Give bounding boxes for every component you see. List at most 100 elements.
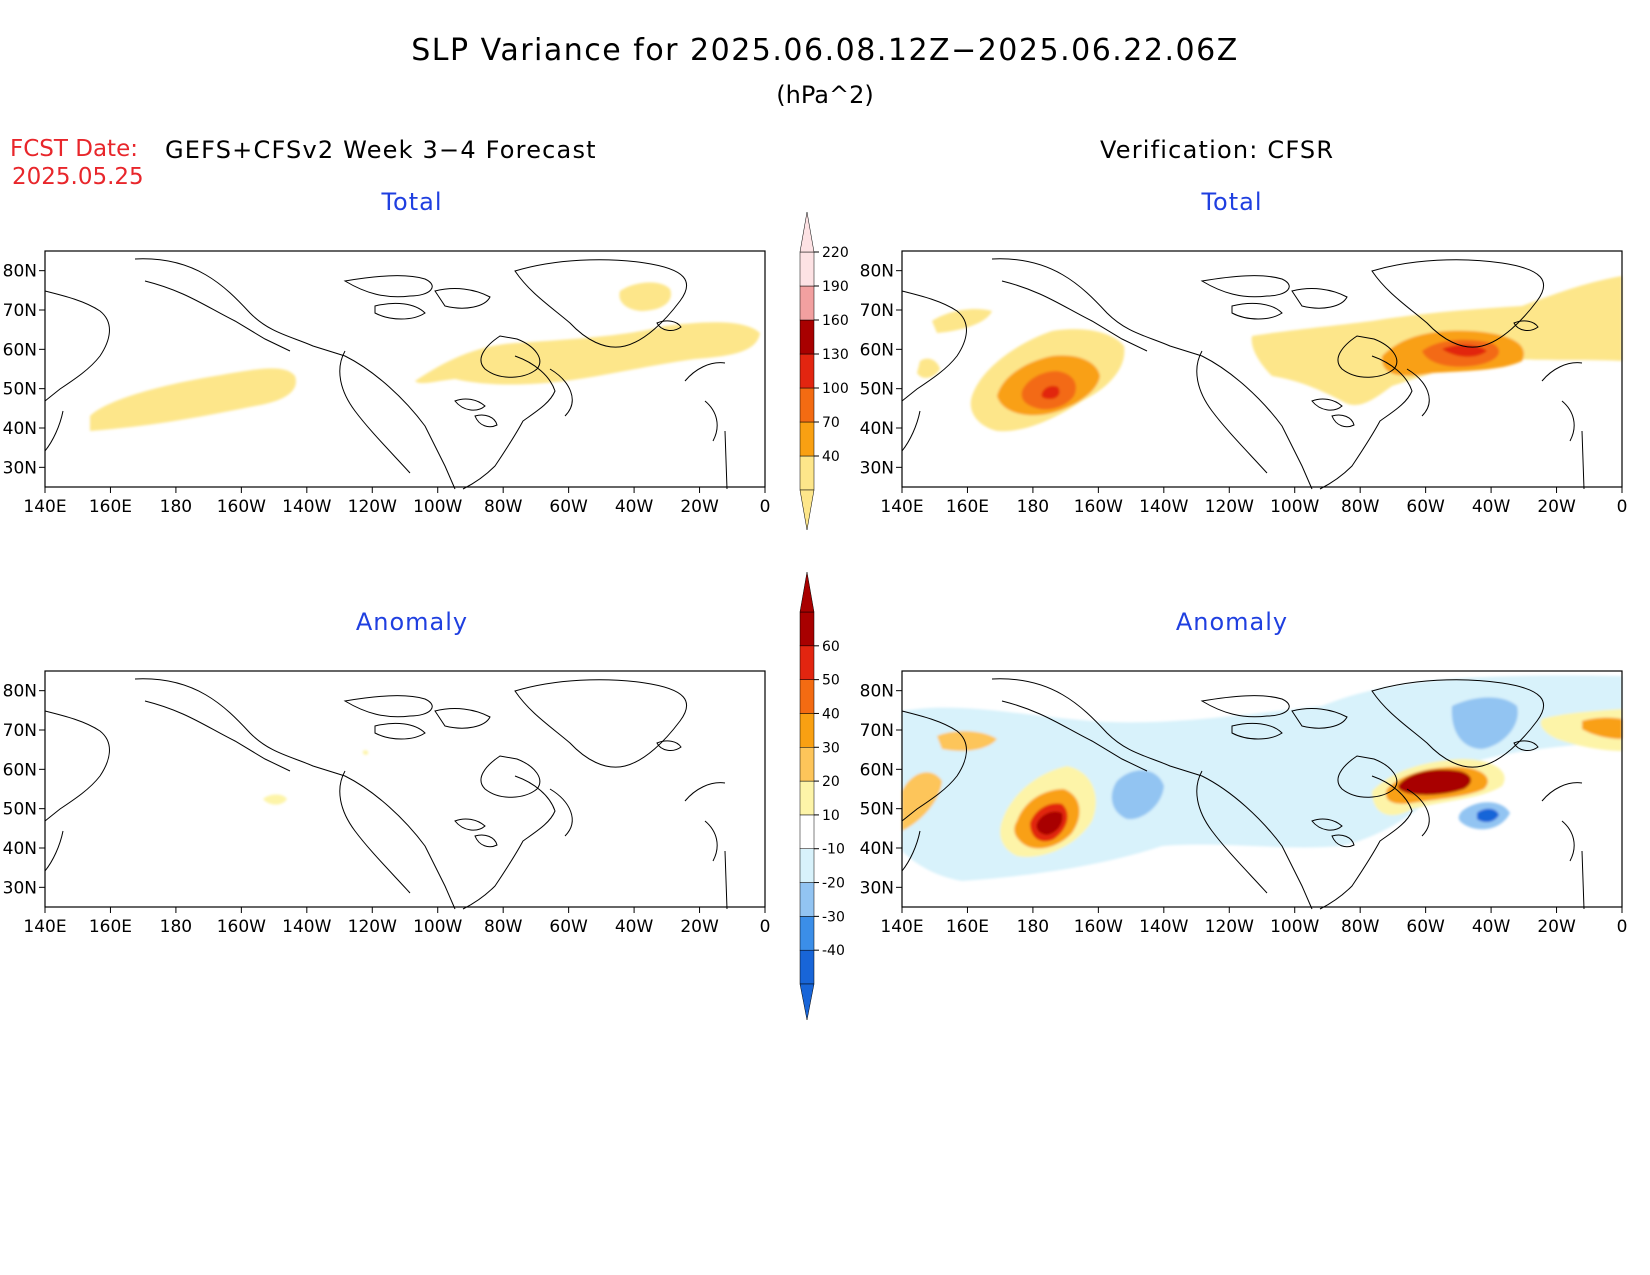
verif-anomaly-blue-gulf-alaska xyxy=(1111,770,1164,820)
colorbar-top-arrow xyxy=(799,571,815,613)
lon-tick-label: 140E xyxy=(880,917,923,937)
lon-tick-label: 160E xyxy=(89,497,132,517)
lon-tick-label: 40W xyxy=(1472,497,1511,517)
verif-total-okhotsk-region xyxy=(932,309,992,333)
colorbar-swatch xyxy=(799,814,815,849)
lon-tick-label: 160W xyxy=(1074,917,1123,937)
lon-tick-label: 20W xyxy=(1537,917,1576,937)
colorbar-tick-label: 20 xyxy=(822,774,840,790)
verif-anomaly-yellow-okhotsk xyxy=(937,731,997,751)
verif-total-pacific-peak xyxy=(1041,385,1060,399)
verif-anomaly-blue-north-atlantic xyxy=(1451,697,1518,749)
lon-tick-label: 60W xyxy=(1406,917,1445,937)
colorbar-swatch xyxy=(799,611,815,647)
lat-tick-label: 40N xyxy=(860,839,894,859)
lon-tick-label: 100W xyxy=(413,497,462,517)
lon-tick-label: 20W xyxy=(1537,497,1576,517)
fcst-total-pacific-region xyxy=(90,368,296,431)
colorbar-tick-label: -40 xyxy=(822,943,845,959)
lat-tick-label: 60N xyxy=(860,340,894,360)
lat-tick-label: 60N xyxy=(3,340,37,360)
lat-tick-label: 70N xyxy=(860,301,894,321)
verif-anomaly-darkred-pacific xyxy=(1036,811,1063,835)
lon-tick-label: 180 xyxy=(160,497,192,517)
colorbar-tick-label: 10 xyxy=(822,808,840,824)
map-panel-fcst-anomaly xyxy=(44,670,766,910)
lat-tick-label: 30N xyxy=(860,458,894,478)
colorbar-tick-label: -10 xyxy=(822,842,845,858)
map-panel-verif-total xyxy=(901,250,1623,490)
lat-tick-label: 70N xyxy=(860,721,894,741)
colorbar-tick-label: 190 xyxy=(822,279,849,295)
colorbar-tick-label: 130 xyxy=(822,347,849,363)
lat-tick-label: 50N xyxy=(860,380,894,400)
lon-tick-label: 140E xyxy=(23,917,66,937)
lon-tick-label: 60W xyxy=(549,917,588,937)
colorbar-swatch xyxy=(799,387,815,423)
lon-tick-label: 120W xyxy=(348,497,397,517)
colorbar-tick-label: 30 xyxy=(822,740,840,756)
colorbar-bottom-arrow xyxy=(799,489,815,531)
lat-tick-label: 40N xyxy=(3,839,37,859)
colorbar-tick-label: -20 xyxy=(822,876,845,892)
panel-label-fcst-anomaly: Anomaly xyxy=(356,608,468,636)
lon-tick-label: 160E xyxy=(946,497,989,517)
lon-tick-label: 120W xyxy=(348,917,397,937)
fcst-total-atlantic-region xyxy=(415,322,760,385)
lat-tick-label: 60N xyxy=(860,760,894,780)
colorbar-swatch xyxy=(799,319,815,355)
lat-tick-label: 70N xyxy=(3,721,37,741)
lat-tick-label: 40N xyxy=(860,419,894,439)
lon-tick-label: 40W xyxy=(615,917,654,937)
lon-tick-label: 160W xyxy=(217,497,266,517)
figure-title: SLP Variance for 2025.06.08.12Z−2025.06.… xyxy=(411,33,1239,68)
lon-tick-label: 20W xyxy=(680,497,719,517)
colorbar-swatch xyxy=(799,645,815,680)
colorbar-swatch xyxy=(799,679,815,714)
colorbar-swatch xyxy=(799,780,815,816)
verif-anomaly-blue-core xyxy=(1477,808,1499,823)
lon-tick-label: 0 xyxy=(1617,917,1628,937)
lon-tick-label: 140E xyxy=(880,497,923,517)
verif-anomaly-orange-east xyxy=(1582,717,1622,739)
left-header: GEFS+CFSv2 Week 3−4 Forecast xyxy=(165,136,597,164)
fcst-date-value: 2025.05.25 xyxy=(12,164,144,190)
fcst-anomaly-region xyxy=(263,794,287,805)
verif-anomaly-darkred-atlantic xyxy=(1398,769,1472,796)
lon-tick-label: 180 xyxy=(1017,497,1049,517)
lon-tick-label: 100W xyxy=(1270,917,1319,937)
colorbar-swatch xyxy=(799,251,815,287)
map-panel-fcst-total xyxy=(44,250,766,490)
lon-tick-label: 180 xyxy=(1017,917,1049,937)
colorbar-tick-label: 40 xyxy=(822,706,840,722)
lon-tick-label: 80W xyxy=(1341,917,1380,937)
lon-tick-label: 60W xyxy=(549,497,588,517)
lon-tick-label: 100W xyxy=(1270,497,1319,517)
lon-tick-label: 120W xyxy=(1205,497,1254,517)
lon-tick-label: 80W xyxy=(484,497,523,517)
verif-total-atlantic-peak xyxy=(1442,344,1487,357)
lon-tick-label: 60W xyxy=(1406,497,1445,517)
lon-tick-label: 160W xyxy=(1074,497,1123,517)
lat-tick-label: 60N xyxy=(3,760,37,780)
units-label: (hPa^2) xyxy=(776,81,873,109)
colorbar-tick-label: 160 xyxy=(822,313,849,329)
lat-tick-label: 80N xyxy=(860,682,894,702)
panel-label-verif-anomaly: Anomaly xyxy=(1176,608,1288,636)
map-panel-verif-anomaly xyxy=(901,670,1623,910)
colorbar-bottom-arrow xyxy=(799,983,815,1021)
colorbar-tick-label: -30 xyxy=(822,909,845,925)
lon-tick-label: 160E xyxy=(89,917,132,937)
colorbar-tick-label: 100 xyxy=(822,381,849,397)
lon-tick-label: 40W xyxy=(615,497,654,517)
lon-tick-label: 140E xyxy=(23,497,66,517)
colorbar-swatch xyxy=(799,848,815,883)
lat-tick-label: 70N xyxy=(3,301,37,321)
axes-layer: 140E 160E 180 160W 140W 120W 100W 80W 60W 40W 20W 0… xyxy=(3,262,1628,937)
colorbar-swatch xyxy=(799,713,815,748)
lat-tick-label: 50N xyxy=(3,800,37,820)
verif-anomaly-yellow-west xyxy=(902,772,942,831)
lon-tick-label: 120W xyxy=(1205,917,1254,937)
colorbar-tick-label: 40 xyxy=(822,449,840,465)
